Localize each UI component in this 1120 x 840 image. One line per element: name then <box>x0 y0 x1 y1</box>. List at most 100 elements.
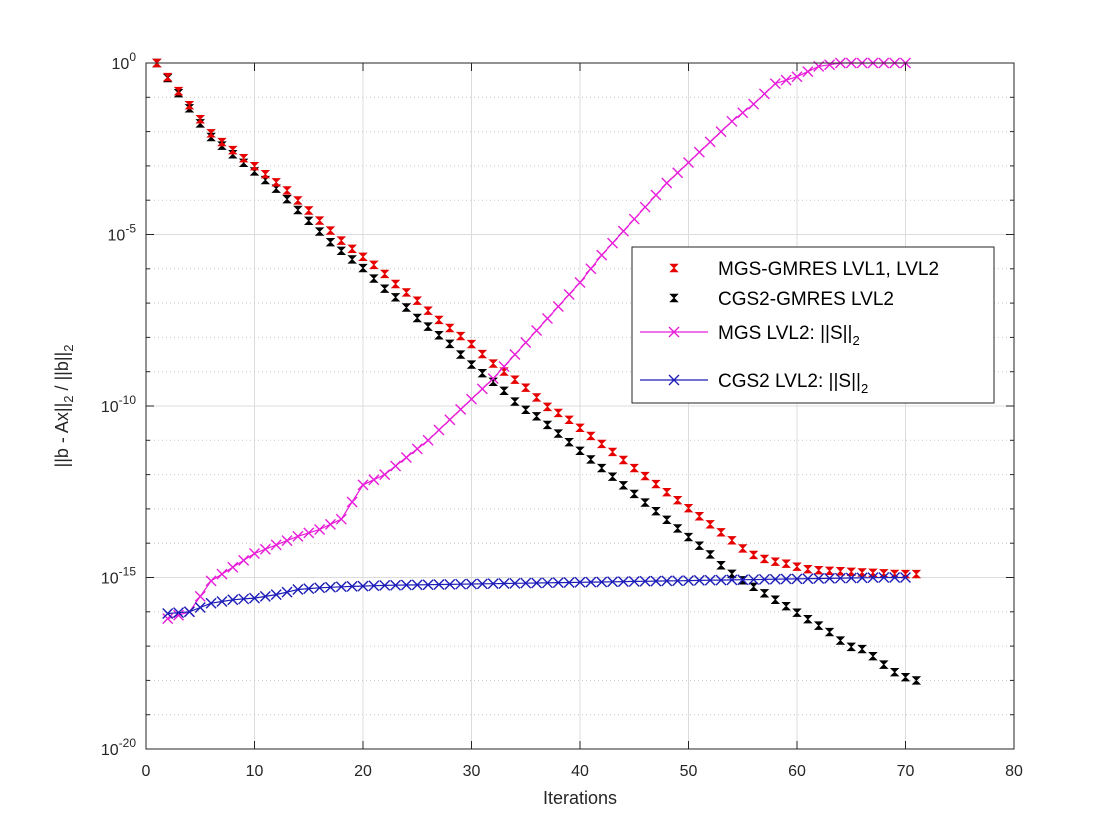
marker-x <box>476 383 488 395</box>
legend-box <box>631 246 995 404</box>
x-tick-label: 10 <box>246 763 264 780</box>
marker-x <box>324 518 336 530</box>
marker-bowtie <box>868 568 878 578</box>
marker-bowtie <box>260 170 271 179</box>
marker-bowtie <box>748 582 759 592</box>
marker-bowtie <box>792 562 802 571</box>
marker-bowtie <box>488 359 498 368</box>
marker-x <box>845 572 857 584</box>
marker-x <box>259 543 271 555</box>
marker-x <box>390 579 402 591</box>
x-tick-labels: 0 10 20 30 40 50 60 70 80 <box>142 763 1023 780</box>
marker-x <box>335 513 347 525</box>
marker-x <box>498 361 510 373</box>
marker-bowtie <box>607 472 618 481</box>
marker-bowtie <box>542 402 553 412</box>
marker-bowtie <box>716 528 726 537</box>
marker-x <box>693 574 705 586</box>
marker-x <box>531 325 543 337</box>
marker-bowtie <box>542 420 553 430</box>
marker-x <box>596 249 608 261</box>
marker-bowtie <box>423 306 433 315</box>
marker-x <box>769 573 781 585</box>
marker-bowtie <box>358 263 368 273</box>
marker-bowtie <box>347 255 357 264</box>
marker-bowtie <box>477 368 488 378</box>
marker-x <box>520 337 532 349</box>
marker-bowtie <box>303 206 314 215</box>
marker-bowtie <box>445 339 455 349</box>
marker-x <box>509 349 521 361</box>
marker-bowtie <box>694 541 705 550</box>
marker-x <box>748 98 760 110</box>
marker-x <box>324 581 336 593</box>
marker-x <box>281 586 293 598</box>
marker-bowtie <box>564 437 574 447</box>
marker-x <box>400 579 412 591</box>
marker-x <box>249 547 260 559</box>
marker-bowtie <box>748 550 759 560</box>
marker-x <box>628 213 640 225</box>
marker-x <box>769 78 781 90</box>
marker-bowtie <box>173 86 184 96</box>
marker-x <box>216 568 228 580</box>
marker-bowtie <box>705 550 715 559</box>
marker-bowtie <box>911 569 922 579</box>
marker-x <box>194 602 206 614</box>
x-tick-label: 20 <box>354 763 372 780</box>
marker-x <box>400 451 412 463</box>
marker-x <box>216 596 228 608</box>
marker-bowtie <box>792 608 802 617</box>
marker-x <box>444 578 456 590</box>
marker-bowtie <box>835 636 846 645</box>
marker-bowtie <box>629 489 640 499</box>
marker-x <box>834 572 846 584</box>
marker-bowtie <box>238 153 249 163</box>
marker-x <box>639 575 651 587</box>
marker-x <box>509 577 521 589</box>
marker-x <box>574 277 586 289</box>
marker-bowtie <box>586 455 596 464</box>
x-tick-label: 40 <box>571 763 589 780</box>
marker-x <box>303 527 315 539</box>
marker-bowtie <box>314 216 325 225</box>
marker-bowtie <box>911 676 922 685</box>
marker-bowtie <box>900 672 911 682</box>
marker-x <box>335 581 347 593</box>
axis-ticks <box>145 62 1015 750</box>
x-tick-label: 70 <box>897 763 915 780</box>
marker-x <box>314 582 326 594</box>
marker-bowtie <box>206 129 216 138</box>
marker-x <box>552 577 564 589</box>
marker-x <box>585 576 597 588</box>
marker-bowtie <box>683 532 694 542</box>
marker-bowtie <box>672 495 683 505</box>
marker-bowtie <box>455 350 466 359</box>
marker-bowtie <box>683 504 694 513</box>
legend-entry: CGS2-GMRES LVL2 <box>669 289 894 310</box>
marker-x <box>889 572 901 583</box>
marker-x <box>227 561 239 573</box>
y-tick-label: 10-15 <box>101 565 136 588</box>
legend-label: MGS LVL2: ||S||2 <box>718 323 860 348</box>
marker-bowtie <box>575 446 585 455</box>
marker-x <box>368 474 380 486</box>
marker-x <box>238 593 250 605</box>
marker-x <box>455 578 467 590</box>
marker-bowtie <box>162 72 173 82</box>
marker-bowtie <box>553 429 564 438</box>
marker-x <box>693 146 705 158</box>
marker-x <box>303 583 315 595</box>
x-tick-label: 30 <box>463 763 481 780</box>
marker-x <box>281 535 293 547</box>
marker-x <box>476 578 488 590</box>
marker-x <box>668 326 680 338</box>
marker-x <box>650 189 662 201</box>
marker-x <box>205 597 217 609</box>
marker-bowtie <box>662 515 672 524</box>
marker-x <box>379 469 391 481</box>
legend-label: CGS2 LVL2: ||S||2 <box>718 371 868 396</box>
marker-x <box>173 607 185 619</box>
marker-bowtie <box>412 313 423 323</box>
marker-bowtie <box>759 589 770 598</box>
